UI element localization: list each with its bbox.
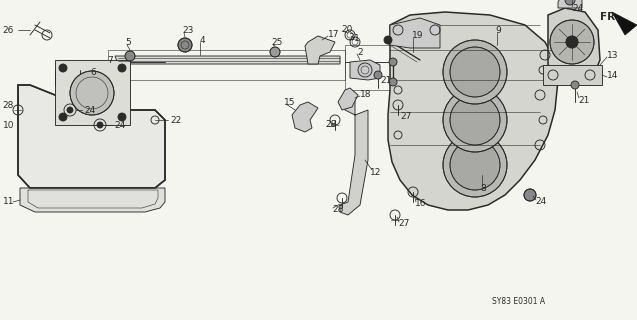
Polygon shape: [20, 188, 165, 212]
Circle shape: [67, 107, 73, 113]
Text: 2: 2: [357, 47, 362, 57]
Text: 28: 28: [2, 100, 13, 109]
Text: 24: 24: [84, 106, 96, 115]
Circle shape: [178, 38, 192, 52]
Text: FR.: FR.: [600, 12, 619, 22]
Text: 9: 9: [495, 26, 501, 35]
Circle shape: [389, 78, 397, 86]
Text: 21: 21: [578, 95, 589, 105]
Text: 17: 17: [328, 29, 340, 38]
Circle shape: [384, 36, 392, 44]
Text: 15: 15: [284, 98, 296, 107]
Text: 19: 19: [412, 30, 424, 39]
Circle shape: [270, 47, 280, 57]
Circle shape: [118, 113, 126, 121]
Text: 23: 23: [182, 26, 194, 35]
Text: 6: 6: [90, 68, 96, 76]
Text: 10: 10: [3, 121, 15, 130]
Text: 28: 28: [325, 119, 336, 129]
Polygon shape: [338, 88, 358, 110]
Polygon shape: [55, 60, 130, 125]
Text: 5: 5: [125, 37, 131, 46]
Text: 27: 27: [400, 111, 412, 121]
Text: 18: 18: [360, 90, 371, 99]
Polygon shape: [558, 0, 582, 8]
Circle shape: [565, 0, 575, 5]
Text: 13: 13: [607, 51, 619, 60]
Circle shape: [524, 189, 536, 201]
Circle shape: [443, 40, 507, 104]
Circle shape: [450, 95, 500, 145]
Text: 7: 7: [107, 55, 113, 65]
Polygon shape: [18, 85, 165, 188]
Circle shape: [550, 20, 594, 64]
Circle shape: [443, 88, 507, 152]
Text: 20: 20: [341, 25, 352, 34]
Circle shape: [118, 64, 126, 72]
Text: 25: 25: [271, 37, 282, 46]
Text: 22: 22: [170, 116, 182, 124]
Polygon shape: [543, 65, 602, 85]
Text: 1: 1: [354, 34, 360, 43]
Text: 14: 14: [607, 70, 619, 79]
Polygon shape: [292, 102, 318, 132]
Text: 24: 24: [114, 121, 125, 130]
Circle shape: [450, 47, 500, 97]
Circle shape: [125, 51, 135, 61]
Text: 26: 26: [2, 26, 13, 35]
Circle shape: [59, 113, 67, 121]
Polygon shape: [612, 12, 637, 35]
Text: 11: 11: [3, 197, 15, 206]
Text: 24: 24: [535, 197, 547, 206]
Polygon shape: [388, 12, 558, 210]
Circle shape: [571, 81, 579, 89]
Polygon shape: [548, 8, 600, 78]
Text: 24: 24: [572, 4, 583, 12]
Circle shape: [450, 140, 500, 190]
Text: 27: 27: [398, 220, 410, 228]
Text: 28: 28: [332, 205, 343, 214]
Text: 16: 16: [415, 199, 427, 209]
Text: SY83 E0301 A: SY83 E0301 A: [492, 298, 545, 307]
Circle shape: [566, 36, 578, 48]
Circle shape: [374, 71, 382, 79]
Polygon shape: [340, 100, 368, 215]
Circle shape: [97, 122, 103, 128]
Text: 3: 3: [348, 33, 354, 42]
Polygon shape: [390, 18, 440, 48]
Polygon shape: [350, 60, 380, 80]
Circle shape: [70, 71, 114, 115]
Polygon shape: [115, 56, 340, 64]
Text: 21: 21: [380, 76, 391, 84]
Circle shape: [389, 58, 397, 66]
Text: 4: 4: [200, 36, 206, 44]
Circle shape: [59, 64, 67, 72]
Text: 12: 12: [370, 167, 382, 177]
Circle shape: [443, 133, 507, 197]
Text: 8: 8: [480, 183, 486, 193]
Polygon shape: [305, 36, 335, 64]
